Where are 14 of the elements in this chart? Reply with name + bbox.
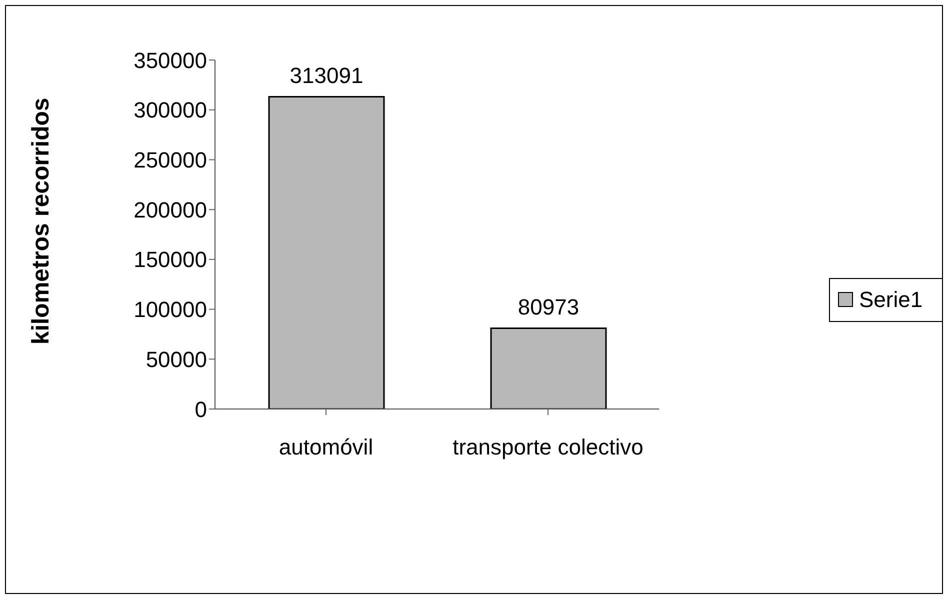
y-tick-label: 0 [194,396,207,422]
y-tick-label: 150000 [134,247,207,272]
y-tick-label: 100000 [134,297,207,322]
data-label: 80973 [518,294,580,320]
y-tick-label: 300000 [134,98,207,123]
x-tick-label: transporte colectivo [452,434,644,460]
legend-label: Serie1 [859,286,923,312]
data-label: 313091 [290,62,364,88]
y-tick-label: 350000 [134,48,207,73]
y-tick-label: 200000 [134,197,207,222]
y-axis-title: kilometros recorridos [28,98,55,344]
y-tick-label: 50000 [146,346,207,372]
y-tick-label: 250000 [134,148,207,173]
x-tick-label: automóvil [278,434,374,460]
